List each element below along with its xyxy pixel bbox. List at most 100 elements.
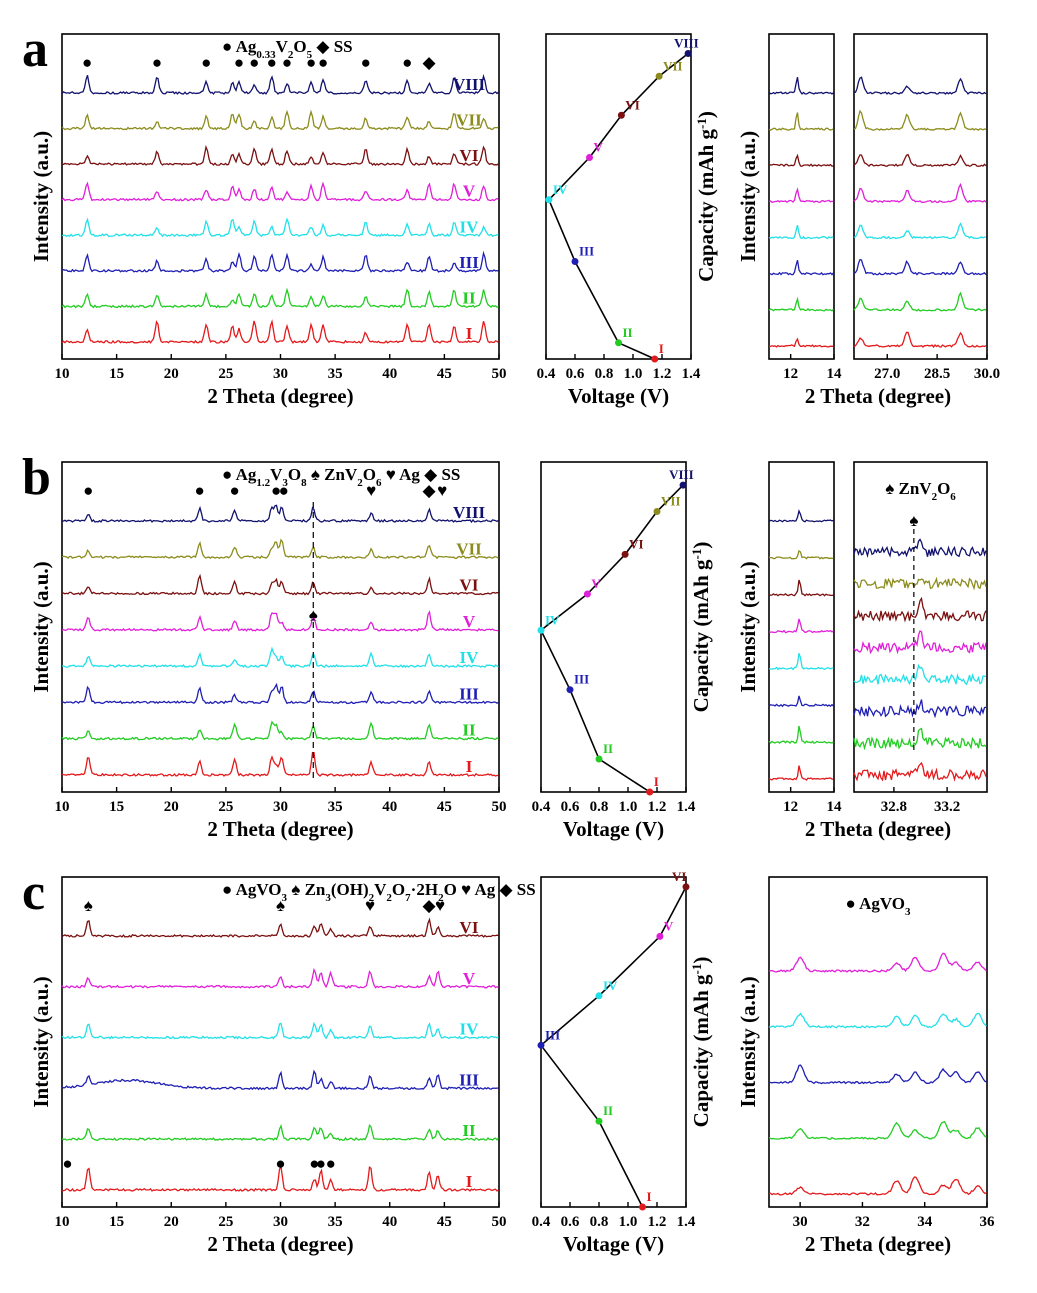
superscript: -1 — [689, 549, 704, 560]
stage-label: VI — [460, 918, 479, 937]
xrd-legend: ● AgVO3 ♠ Zn3(OH)2V2O7·2H2O ♥ Ag ◆ SS — [222, 880, 536, 904]
subscript: 6 — [376, 477, 382, 489]
stage-point — [679, 481, 687, 489]
stage-label: IV — [460, 648, 480, 667]
x-tick-label: 14 — [827, 366, 843, 382]
xrd-trace — [61, 917, 499, 938]
text-run: ● AgVO — [222, 880, 282, 899]
text-run: ) — [689, 957, 713, 964]
text-run: V — [374, 880, 387, 899]
x-tick-label: 25 — [218, 799, 233, 815]
text-run: ♠ ZnV — [307, 465, 358, 484]
xrd-panel-a: 10 15 20 25 30 35 40 45 502 Theta (degree)Intens… — [22, 21, 507, 408]
text-run: O — [937, 479, 950, 498]
zoom-title: ♠ ZnV2O6 — [885, 479, 956, 503]
zoom-y-axis-label: Intensity (a.u.) — [736, 561, 760, 692]
capacity-axis-label: Capacity (mAh g-1) — [689, 542, 714, 713]
xrd-trace — [61, 109, 499, 131]
x-tick-label: 0.8 — [590, 1214, 609, 1230]
stage-point-label: III — [545, 1027, 560, 1042]
voltage-curve — [540, 886, 687, 1208]
zoom-trace — [853, 258, 987, 276]
stage-point — [571, 258, 579, 265]
x-tick-label: 1.4 — [682, 366, 701, 382]
stage-point — [621, 550, 629, 558]
stage-point-label: V — [664, 918, 674, 933]
x-tick-label: 0.8 — [595, 366, 614, 382]
x-tick-label: 1.2 — [648, 799, 667, 815]
x-tick-label: 0.4 — [537, 366, 556, 382]
zoom-trace — [768, 260, 834, 276]
stage-point-label: I — [659, 341, 664, 356]
stage-label: II — [462, 288, 476, 307]
superscript: -1 — [694, 118, 709, 129]
text-run: V — [270, 465, 283, 484]
capacity-axis-label: Capacity (mAh g-1) — [694, 111, 719, 282]
zoom-panel-right-a: 27.0 28.5 30.0 — [853, 33, 1000, 382]
subscript: 2 — [288, 49, 294, 61]
x-tick-label: 10 — [55, 1214, 70, 1230]
stage-point-label: II — [603, 1103, 613, 1118]
subscript: 6 — [950, 491, 956, 503]
stage-point-label: VIII — [674, 36, 699, 51]
text-run: ● AgVO — [845, 894, 905, 913]
x-tick-label: 45 — [437, 1214, 452, 1230]
text-run: Capacity (mAh g — [694, 129, 718, 282]
x-tick-label: 1.0 — [619, 799, 638, 815]
text-run: ) — [689, 542, 713, 549]
zoom-trace — [768, 579, 834, 597]
x-tick-label: 1.4 — [677, 799, 696, 815]
subscript: 1.2 — [256, 477, 270, 489]
zoom-axes-frame — [853, 461, 988, 793]
stage-point-label: I — [647, 1189, 652, 1204]
y-axis-label: Intensity (a.u.) — [29, 131, 53, 262]
stage-point-label: IV — [553, 182, 568, 197]
stage-point — [595, 1117, 603, 1125]
stage-label: VIII — [453, 503, 486, 522]
text-run: ◆ SS — [312, 37, 352, 56]
peak-marker: ● — [326, 1154, 336, 1173]
x-tick-label: 50 — [492, 799, 507, 815]
stage-label: VII — [456, 539, 482, 558]
x-tick-label: 0.4 — [532, 1214, 551, 1230]
xrd-trace — [61, 319, 499, 344]
y-axis-label: Intensity (a.u.) — [29, 976, 53, 1107]
stage-point — [595, 992, 603, 1000]
subscript: 2 — [369, 892, 375, 904]
text-run: ·2H — [411, 880, 438, 899]
text-run: ♠ Zn — [287, 880, 326, 899]
peak-marker: ● — [201, 53, 211, 72]
stage-point-label: VI — [672, 869, 686, 884]
x-tick-label: 1.4 — [677, 1214, 696, 1230]
peak-marker: ● — [152, 53, 162, 72]
x-tick-label: 12 — [783, 366, 798, 382]
text-run: Capacity (mAh g — [689, 974, 713, 1127]
peak-marker: ♠ — [909, 511, 918, 530]
voltage-axis-label: Voltage (V) — [568, 384, 669, 408]
stage-label: VII — [456, 111, 482, 130]
stage-point-label: IV — [603, 978, 618, 993]
zoom-x-axis-label: 2 Theta (degree) — [805, 1232, 951, 1256]
x-tick-label: 20 — [164, 1214, 179, 1230]
x-tick-label: 0.6 — [561, 1214, 580, 1230]
x-tick-label: 50 — [492, 366, 507, 382]
peak-marker: ♠ — [276, 896, 285, 915]
peak-marker: ● — [318, 53, 328, 72]
voltage-axes-frame — [540, 461, 687, 793]
text-run: O ♥ Ag ◆ SS — [444, 880, 536, 899]
subscript: 3 — [282, 892, 288, 904]
zoom-y-axis-label: Intensity (a.u.) — [736, 976, 760, 1107]
voltage-panel-b: 0.4 0.6 0.8 1.0 1.2 1.4 Voltage (V) Capacity (m… — [532, 461, 714, 841]
peak-marker: ♥ — [435, 896, 445, 915]
zoom-trace — [768, 695, 834, 708]
stage-point — [653, 508, 661, 515]
xrd-trace — [61, 144, 499, 167]
peak-marker: ● — [62, 1154, 72, 1173]
x-tick-label: 1.0 — [624, 366, 643, 382]
zoom-trace — [768, 296, 834, 312]
stage-point — [537, 1041, 545, 1049]
stage-label: I — [466, 757, 473, 776]
zoom-trace — [768, 765, 834, 781]
x-tick-label: 1.0 — [619, 1214, 638, 1230]
subscript: 0.33 — [256, 49, 276, 61]
